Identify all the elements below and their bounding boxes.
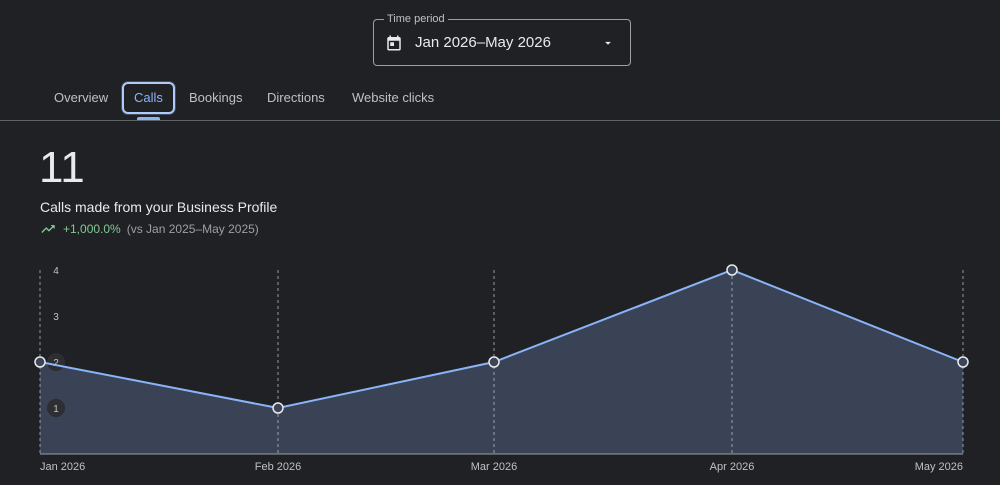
- y-tick-label-1: 1: [53, 404, 59, 415]
- x-tick-label-1: Feb 2026: [255, 461, 301, 473]
- x-tick-label-4: May 2026: [915, 461, 963, 473]
- active-tab-indicator: [137, 117, 160, 120]
- y-tick-label-2: 2: [53, 358, 59, 369]
- data-point-1: [272, 402, 284, 414]
- calls-chart: 1 2 3 4 Jan 2026 Feb 2026 Mar 2026 Apr 2026 May …: [0, 250, 1000, 485]
- x-tick-label-2: Mar 2026: [471, 461, 517, 473]
- y-tick-bg-1: [47, 399, 65, 417]
- change-comparison: (vs Jan 2025–May 2025): [126, 222, 259, 236]
- change-row: +1,000.0% (vs Jan 2025–May 2025): [40, 221, 259, 237]
- y-tick-label-4: 4: [53, 266, 59, 277]
- time-period-label: Time period: [384, 12, 448, 26]
- metric-tabs: Overview Calls Bookings Directions Websi…: [0, 78, 1000, 121]
- time-period-value: Jan 2026–May 2026: [415, 34, 551, 51]
- tab-calls[interactable]: Calls: [122, 82, 175, 114]
- calls-chart-svg: 1 2 3 4 Jan 2026 Feb 2026 Mar 2026 Apr 2026 May …: [34, 264, 969, 473]
- calendar-icon: [385, 34, 403, 52]
- data-point-4: [957, 356, 969, 368]
- chart-area: [40, 270, 963, 454]
- trending-up-icon: [40, 221, 56, 237]
- time-period-select[interactable]: Time period Jan 2026–May 2026: [373, 12, 631, 66]
- x-tick-label-3: Apr 2026: [710, 461, 755, 473]
- calls-total: 11: [39, 143, 85, 192]
- tab-website-clicks[interactable]: Website clicks: [352, 90, 435, 105]
- data-point-2: [488, 356, 500, 368]
- data-point-3: [726, 264, 738, 276]
- data-point-0: [34, 356, 46, 368]
- change-percent: +1,000.0%: [63, 222, 121, 236]
- x-tick-label-0: Jan 2026: [40, 461, 85, 473]
- dropdown-caret-icon: [596, 31, 620, 55]
- y-tick-label-3: 3: [53, 312, 59, 323]
- calls-description: Calls made from your Business Profile: [40, 199, 278, 215]
- tab-directions[interactable]: Directions: [267, 90, 325, 105]
- tab-bookings[interactable]: Bookings: [189, 90, 243, 105]
- tab-overview[interactable]: Overview: [54, 90, 109, 105]
